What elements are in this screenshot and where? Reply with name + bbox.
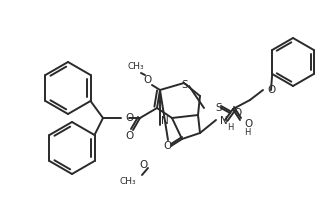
Text: O: O	[125, 131, 133, 141]
Text: O: O	[125, 113, 133, 123]
Text: S: S	[215, 103, 222, 113]
Text: H: H	[244, 127, 250, 137]
Text: CH₃: CH₃	[128, 61, 144, 71]
Text: S: S	[182, 80, 188, 90]
Text: O: O	[140, 160, 148, 170]
Text: CH₃: CH₃	[119, 176, 136, 186]
Text: O: O	[244, 119, 252, 129]
Text: O: O	[233, 108, 241, 118]
Text: O: O	[163, 141, 171, 151]
Text: O: O	[267, 85, 275, 95]
Text: N: N	[220, 116, 228, 126]
Text: O: O	[144, 75, 152, 85]
Text: N: N	[161, 116, 169, 126]
Text: H: H	[227, 123, 233, 131]
